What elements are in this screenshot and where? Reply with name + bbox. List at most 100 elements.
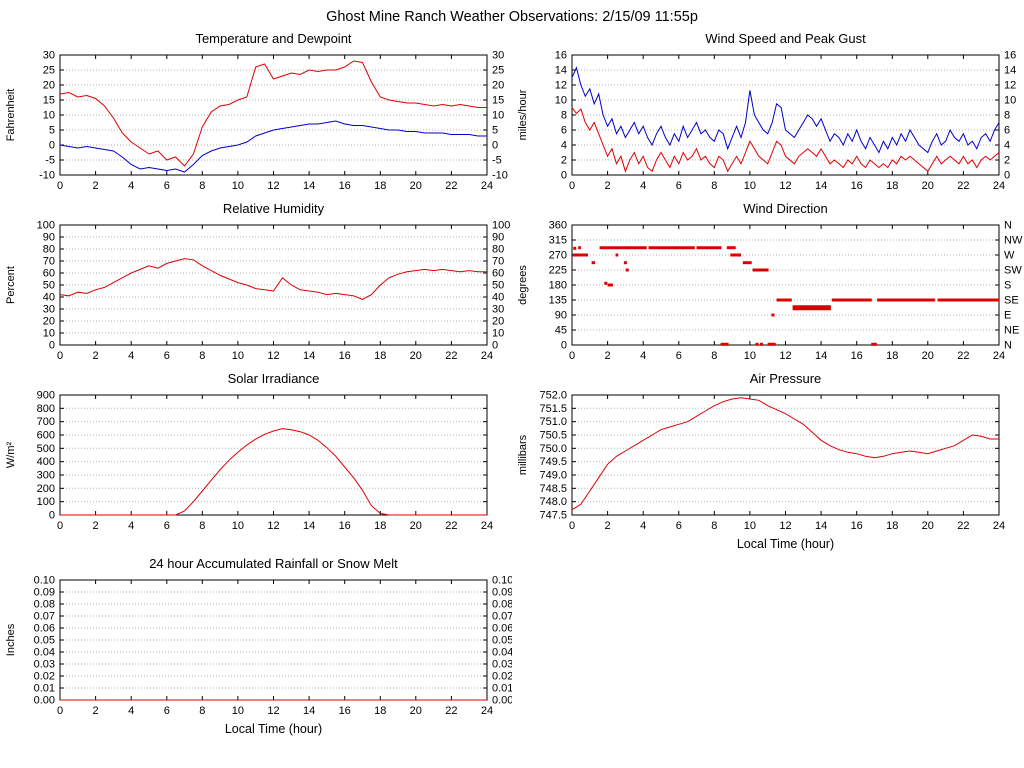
svg-text:14: 14 — [555, 65, 567, 77]
svg-text:0: 0 — [561, 170, 567, 182]
svg-text:60: 60 — [43, 268, 55, 280]
chart-title-wind-direction: Wind Direction — [743, 201, 828, 216]
svg-text:millibars: millibars — [517, 434, 529, 475]
svg-text:22: 22 — [957, 180, 969, 192]
svg-text:225: 225 — [549, 265, 567, 277]
svg-text:0.10: 0.10 — [34, 575, 55, 587]
svg-text:6: 6 — [164, 350, 170, 362]
svg-text:700: 700 — [37, 416, 55, 428]
svg-text:Inches: Inches — [5, 623, 17, 656]
svg-text:45: 45 — [555, 325, 567, 337]
svg-text:SW: SW — [1004, 265, 1022, 277]
svg-text:752.0: 752.0 — [539, 390, 567, 402]
svg-text:14: 14 — [303, 520, 315, 532]
svg-text:0.07: 0.07 — [492, 611, 512, 623]
svg-text:24: 24 — [993, 520, 1005, 532]
chart-title-rainfall: 24 hour Accumulated Rainfall or Snow Mel… — [149, 556, 398, 571]
svg-text:15: 15 — [492, 95, 504, 107]
svg-text:0.07: 0.07 — [34, 611, 55, 623]
svg-text:12: 12 — [267, 180, 279, 192]
svg-text:Percent: Percent — [5, 266, 17, 304]
svg-text:14: 14 — [1004, 65, 1016, 77]
svg-text:2: 2 — [93, 520, 99, 532]
svg-text:20: 20 — [43, 80, 55, 92]
svg-text:0: 0 — [569, 520, 575, 532]
page-title: Ghost Mine Ranch Weather Observations: 2… — [326, 9, 698, 25]
svg-text:10: 10 — [492, 328, 504, 340]
svg-text:900: 900 — [37, 390, 55, 402]
svg-text:4: 4 — [640, 520, 646, 532]
svg-text:0: 0 — [49, 340, 55, 352]
svg-text:20: 20 — [410, 180, 422, 192]
svg-text:0.10: 0.10 — [492, 575, 512, 587]
svg-text:20: 20 — [410, 705, 422, 717]
svg-text:30: 30 — [43, 304, 55, 316]
svg-text:0.05: 0.05 — [34, 635, 55, 647]
svg-text:2: 2 — [605, 180, 611, 192]
chart-title-temperature-dewpoint: Temperature and Dewpoint — [195, 31, 352, 46]
svg-text:70: 70 — [43, 256, 55, 268]
svg-text:6: 6 — [1004, 125, 1010, 137]
svg-text:6: 6 — [164, 520, 170, 532]
svg-text:12: 12 — [267, 520, 279, 532]
svg-text:SE: SE — [1004, 295, 1019, 307]
svg-text:2: 2 — [561, 155, 567, 167]
svg-text:0: 0 — [569, 350, 575, 362]
svg-text:10: 10 — [232, 180, 244, 192]
svg-text:4: 4 — [640, 350, 646, 362]
svg-text:12: 12 — [779, 350, 791, 362]
svg-text:2: 2 — [605, 350, 611, 362]
svg-text:10: 10 — [43, 328, 55, 340]
svg-text:N: N — [1004, 220, 1012, 232]
svg-text:0: 0 — [57, 520, 63, 532]
svg-text:300: 300 — [37, 470, 55, 482]
svg-text:14: 14 — [815, 350, 827, 362]
svg-text:10: 10 — [744, 180, 756, 192]
chart-title-solar-irradiance: Solar Irradiance — [227, 371, 320, 386]
chart-title-relative-humidity: Relative Humidity — [222, 201, 325, 216]
svg-text:100: 100 — [37, 220, 55, 232]
svg-text:0.01: 0.01 — [492, 683, 512, 695]
svg-text:16: 16 — [851, 520, 863, 532]
svg-text:Fahrenheit: Fahrenheit — [5, 89, 17, 142]
svg-text:24: 24 — [993, 350, 1005, 362]
svg-text:749.5: 749.5 — [539, 456, 567, 468]
svg-text:0.05: 0.05 — [492, 635, 512, 647]
svg-text:0: 0 — [1004, 170, 1010, 182]
svg-text:8: 8 — [711, 520, 717, 532]
svg-text:2: 2 — [1004, 155, 1010, 167]
svg-text:50: 50 — [492, 280, 504, 292]
svg-text:600: 600 — [37, 430, 55, 442]
x-axis-label-air-pressure: Local Time (hour) — [736, 537, 835, 551]
svg-text:0: 0 — [49, 140, 55, 152]
svg-text:748.5: 748.5 — [539, 483, 567, 495]
svg-text:18: 18 — [886, 350, 898, 362]
svg-text:4: 4 — [128, 350, 134, 362]
svg-text:22: 22 — [445, 520, 457, 532]
svg-text:400: 400 — [37, 456, 55, 468]
svg-text:10: 10 — [232, 350, 244, 362]
chart-temperature-dewpoint: Temperature and Dewpoint -10 -10 -5 -5 0 0 5 5 1… — [0, 30, 512, 197]
svg-text:-10: -10 — [492, 170, 508, 182]
svg-text:200: 200 — [37, 483, 55, 495]
svg-text:180: 180 — [549, 280, 567, 292]
svg-text:N: N — [1004, 340, 1012, 352]
svg-text:24: 24 — [481, 520, 493, 532]
svg-text:751.0: 751.0 — [539, 416, 567, 428]
svg-text:747.5: 747.5 — [539, 510, 567, 522]
svg-text:16: 16 — [1004, 50, 1016, 62]
chart-air-pressure: Air Pressure 747.5 748.0 748.5 749.0 749.5 75… — [512, 370, 1024, 552]
svg-text:10: 10 — [232, 705, 244, 717]
svg-text:40: 40 — [492, 292, 504, 304]
svg-text:20: 20 — [43, 316, 55, 328]
svg-text:15: 15 — [43, 95, 55, 107]
svg-text:8: 8 — [199, 180, 205, 192]
svg-text:0.02: 0.02 — [34, 671, 55, 683]
svg-text:20: 20 — [922, 180, 934, 192]
chart-solar-irradiance: Solar Irradiance 0 100 200 300 400 500 600 700 8… — [0, 370, 512, 552]
svg-text:14: 14 — [303, 705, 315, 717]
svg-text:S: S — [1004, 280, 1011, 292]
svg-text:18: 18 — [374, 350, 386, 362]
svg-text:20: 20 — [492, 316, 504, 328]
